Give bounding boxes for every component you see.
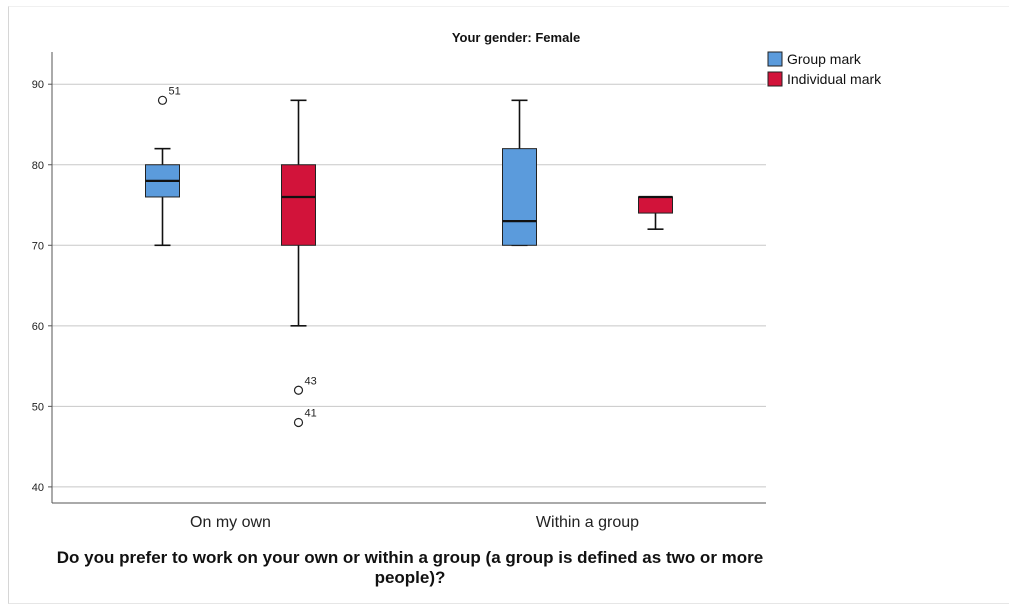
legend-label: Group mark <box>787 51 862 67</box>
x-category-label: On my own <box>190 514 271 531</box>
chart-frame <box>8 6 1009 604</box>
chart-title: Your gender: Female <box>452 30 580 45</box>
box-group-mark: 51 <box>145 85 181 247</box>
outlier-point <box>157 95 168 105</box>
boxes: 51 43 41 <box>145 85 673 428</box>
y-tick-label: 60 <box>32 321 44 333</box>
outlier-label: 43 <box>305 375 317 387</box>
legend-label: Individual mark <box>787 71 882 87</box>
axes: 40 50 60 70 80 90 On my own Within a group <box>32 52 766 531</box>
box-iqr <box>502 148 537 246</box>
box-group-mark <box>502 99 537 247</box>
box-individual-mark: 43 41 <box>281 99 317 428</box>
y-tick-label: 90 <box>32 79 44 91</box>
legend: Group mark Individual mark <box>767 51 882 87</box>
outlier-label: 41 <box>305 407 317 419</box>
outlier-label: 51 <box>169 85 181 97</box>
box-individual-mark <box>638 195 673 230</box>
x-axis-title: Do you prefer to work on your own or wit… <box>56 548 764 587</box>
box-iqr <box>281 164 316 246</box>
legend-swatch <box>767 51 783 67</box>
y-tick-label: 50 <box>32 401 44 413</box>
legend-swatch <box>767 71 783 87</box>
y-tick-label: 70 <box>32 240 44 252</box>
y-tick-label: 80 <box>32 160 44 172</box>
y-tick-label: 40 <box>32 482 44 494</box>
box-iqr <box>638 196 673 214</box>
outlier-point <box>293 417 304 428</box>
x-category-label: Within a group <box>536 514 639 531</box>
outlier-point <box>293 385 304 395</box>
grid <box>52 83 766 488</box>
